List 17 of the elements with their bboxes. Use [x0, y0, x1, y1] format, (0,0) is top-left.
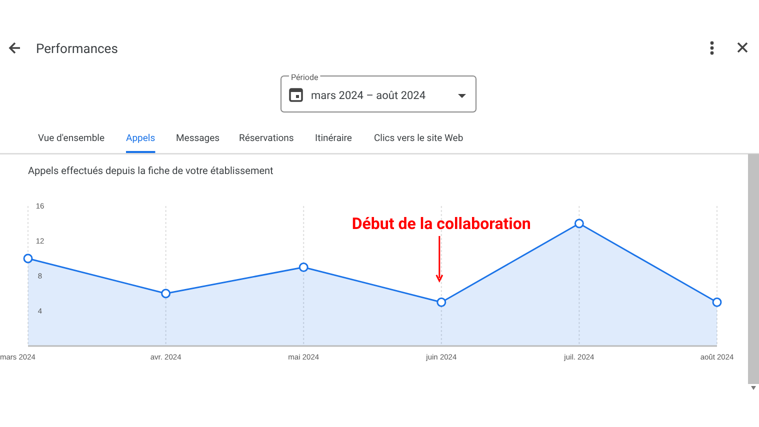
text: Performances	[36, 42, 118, 57]
text: Période	[291, 73, 318, 82]
text: Messages	[176, 133, 220, 144]
point	[23, 254, 33, 264]
point	[298, 262, 308, 272]
text: Appels	[126, 133, 156, 144]
text: Vue d'ensemble	[38, 133, 105, 144]
point	[161, 288, 171, 298]
annotation: Début de la collaboration	[352, 214, 531, 233]
text: Réservations	[239, 133, 294, 144]
text: mars 2024 – août 2024	[311, 89, 426, 102]
text: Clics vers le site Web	[374, 133, 464, 144]
text: Itinéraire	[315, 133, 352, 144]
chart-title: Appels effectués depuis la fiche de votre établissement	[28, 166, 274, 177]
point	[574, 218, 584, 228]
point	[436, 298, 446, 307]
point	[712, 298, 722, 307]
